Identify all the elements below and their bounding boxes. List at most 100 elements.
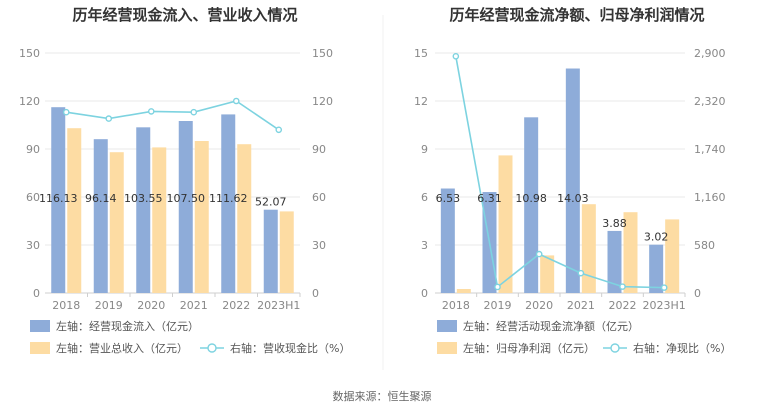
x-axis-tick-label: 2021 [567,299,595,312]
bar-primary[interactable] [178,121,193,293]
x-axis-tick-label: 2022 [609,299,637,312]
legend-bar-swatch [437,342,457,354]
bar-data-label: 10.98 [515,192,547,205]
bar-secondary[interactable] [665,219,680,293]
right-axis-tick-label: 30 [312,239,326,252]
bar-secondary[interactable] [237,144,252,293]
bar-data-label: 6.53 [436,192,461,205]
source-note: 数据来源：恒生聚源 [333,389,432,403]
line-point[interactable] [147,108,155,115]
x-axis-tick-label: 2020 [525,299,553,312]
legend-bar-swatch [30,342,50,354]
x-axis-tick-label: 2019 [484,299,512,312]
legend-label[interactable]: 左轴：营业总收入（亿元） [56,341,188,355]
line-point[interactable] [275,126,283,134]
bar-primary[interactable] [440,188,455,293]
bar-secondary[interactable] [152,147,167,293]
bar-primary[interactable] [93,139,108,293]
bar-primary[interactable] [649,244,664,293]
legend-bar-swatch [30,320,50,332]
bar-secondary[interactable] [540,255,555,293]
right-axis-tick-label: 150 [312,47,333,60]
right-axis-tick-label: 90 [312,143,326,156]
bar-secondary[interactable] [623,212,638,293]
line-point[interactable] [232,97,240,105]
bar-primary[interactable] [524,117,539,293]
line-point[interactable] [535,250,543,258]
right-axis-tick-label: 580 [694,239,715,252]
x-axis-tick-label: 2022 [222,299,250,312]
bar-secondary[interactable] [581,204,596,293]
bar-primary[interactable] [263,209,278,293]
right-axis-tick-label: 0 [694,287,701,300]
bar-data-label: 96.14 [85,192,117,205]
bar-secondary[interactable] [194,141,209,293]
right-axis-tick-label: 60 [312,191,326,204]
chart-net-cash-profit: 历年经营现金流净额、归母净利润情况 0 0 3 580 6 1,160 9 1,740 12 2,3… [414,6,731,355]
line-point[interactable] [577,269,585,277]
bar-data-label: 6.31 [477,192,502,205]
x-axis-tick-label: 2019 [95,299,123,312]
right-axis-tick-label: 1,740 [694,143,726,156]
legend-bar-swatch [437,320,457,332]
x-axis-tick-label: 2023H1 [643,299,686,312]
bar-data-label: 14.03 [557,192,589,205]
bar-secondary[interactable] [279,211,294,293]
left-axis-tick-label: 0 [33,287,40,300]
bar-primary[interactable] [221,114,236,294]
left-axis-tick-label: 6 [421,191,428,204]
bar-data-label: 116.13 [39,192,78,205]
bar-data-label: 107.50 [167,192,206,205]
chart-cash-inflow-revenue: 历年经营现金流入、营业收入情况 0 0 30 30 60 60 90 90 120 120 150 15… [19,6,350,355]
bar-secondary[interactable] [498,155,513,293]
legend-point-swatch [610,343,620,353]
line-point[interactable] [62,108,70,116]
chart-title: 历年经营现金流入、营业收入情况 [72,6,297,24]
bar-secondary[interactable] [456,289,471,293]
bar-secondary[interactable] [67,128,82,293]
line-series [66,100,280,131]
x-axis-tick-label: 2020 [137,299,165,312]
legend-point-swatch [207,343,217,353]
line-point[interactable] [494,283,501,291]
x-axis-tick-label: 2021 [180,299,208,312]
x-axis-tick-label: 2018 [442,299,470,312]
right-axis-tick-label: 120 [312,95,333,108]
bar-primary[interactable] [607,230,622,293]
legend-label[interactable]: 左轴：经营活动现金流净额（亿元） [463,319,639,333]
left-axis-tick-label: 90 [26,143,40,156]
left-axis-tick-label: 150 [19,47,40,60]
bar-primary[interactable] [136,127,151,293]
legend-label[interactable]: 左轴：归母净利润（亿元） [463,341,595,355]
x-axis-tick-label: 2023H1 [257,299,300,312]
left-axis-tick-label: 120 [19,95,40,108]
right-axis-tick-label: 0 [312,287,319,300]
left-axis-tick-label: 0 [421,287,428,300]
x-axis-tick-label: 2018 [52,299,80,312]
bar-data-label: 52.07 [255,196,287,209]
legend-label[interactable]: 右轴：净现比（%） [633,341,731,355]
left-axis-tick-label: 9 [421,143,428,156]
legend-label[interactable]: 左轴：经营现金流入（亿元） [56,319,199,333]
left-axis-tick-label: 15 [414,47,428,60]
left-axis-tick-label: 12 [414,95,428,108]
bar-data-label: 3.02 [644,231,669,244]
line-point[interactable] [660,284,668,291]
left-axis-tick-label: 3 [421,239,428,252]
chart-title: 历年经营现金流净额、归母净利润情况 [449,6,704,24]
bar-primary[interactable] [51,107,66,293]
left-axis-tick-label: 60 [26,191,40,204]
bar-primary[interactable] [565,68,580,294]
right-axis-tick-label: 1,160 [694,191,726,204]
bar-data-label: 103.55 [124,192,163,205]
bar-data-label: 3.88 [602,217,627,230]
line-point[interactable] [190,108,198,116]
legend-label[interactable]: 右轴：营收现金比（%） [230,341,350,355]
line-point[interactable] [452,53,460,60]
line-point[interactable] [105,115,113,122]
line-series [455,56,665,289]
bar-secondary[interactable] [109,152,124,293]
line-point[interactable] [619,283,626,290]
